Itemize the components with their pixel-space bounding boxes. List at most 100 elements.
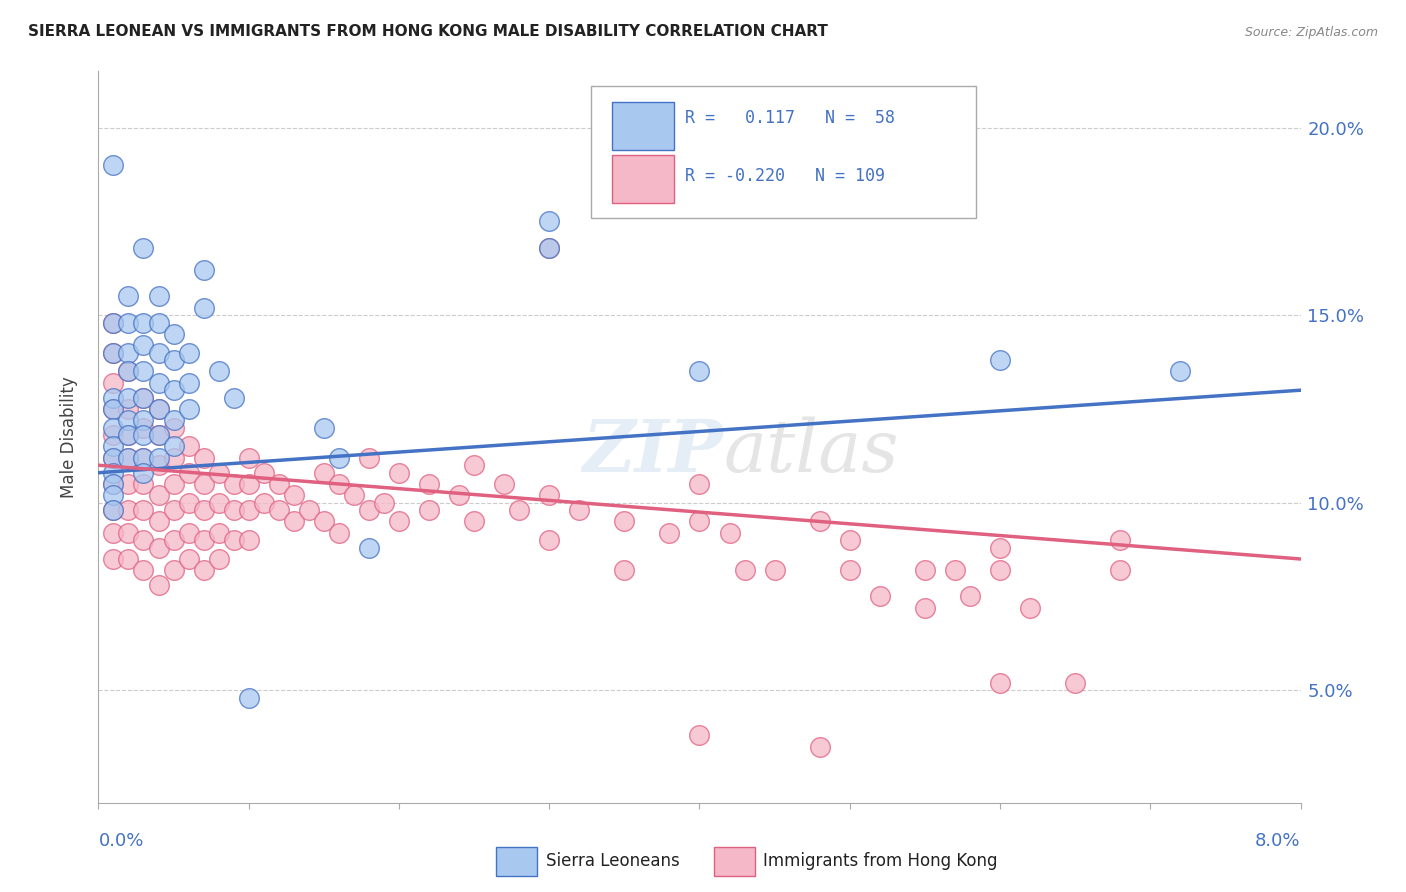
Point bbox=[132, 413, 155, 427]
Point bbox=[132, 316, 155, 330]
Point bbox=[103, 488, 125, 502]
Point bbox=[117, 316, 139, 330]
Point bbox=[103, 450, 125, 465]
Point bbox=[208, 364, 231, 378]
Point bbox=[162, 326, 184, 341]
Point bbox=[132, 364, 155, 378]
Point bbox=[103, 450, 125, 465]
Point bbox=[132, 533, 155, 548]
Point bbox=[238, 503, 260, 517]
Point bbox=[132, 338, 155, 352]
Point bbox=[988, 675, 1011, 690]
Point bbox=[253, 466, 276, 480]
Point bbox=[328, 525, 350, 540]
Point bbox=[343, 488, 366, 502]
Point bbox=[148, 345, 170, 359]
Point bbox=[177, 552, 200, 566]
Point bbox=[208, 496, 231, 510]
Point bbox=[1168, 364, 1191, 378]
Point bbox=[132, 466, 155, 480]
Point bbox=[103, 503, 125, 517]
Point bbox=[117, 345, 139, 359]
Point bbox=[148, 401, 170, 416]
Point bbox=[208, 466, 231, 480]
Point bbox=[148, 316, 170, 330]
Text: 0.0%: 0.0% bbox=[98, 831, 143, 849]
Point bbox=[148, 450, 170, 465]
Point bbox=[162, 413, 184, 427]
Point bbox=[418, 477, 440, 491]
Point bbox=[328, 477, 350, 491]
Point bbox=[808, 739, 831, 754]
Point bbox=[328, 450, 350, 465]
FancyBboxPatch shape bbox=[592, 86, 976, 218]
Point bbox=[117, 477, 139, 491]
Point bbox=[162, 477, 184, 491]
Point bbox=[1019, 600, 1042, 615]
Point bbox=[103, 477, 125, 491]
Point bbox=[132, 391, 155, 405]
Point bbox=[613, 515, 636, 529]
Point bbox=[1109, 563, 1132, 577]
Point bbox=[373, 496, 395, 510]
Point bbox=[914, 563, 936, 577]
Point bbox=[193, 263, 215, 277]
Point bbox=[658, 525, 681, 540]
Point bbox=[494, 477, 516, 491]
Point bbox=[193, 301, 215, 315]
Point bbox=[959, 590, 981, 604]
Point bbox=[103, 391, 125, 405]
Point bbox=[103, 316, 125, 330]
Point bbox=[298, 503, 321, 517]
Point bbox=[162, 450, 184, 465]
Point bbox=[508, 503, 530, 517]
Point bbox=[312, 515, 335, 529]
Point bbox=[869, 590, 891, 604]
Point bbox=[283, 488, 305, 502]
Point bbox=[193, 503, 215, 517]
Point bbox=[162, 353, 184, 368]
Point bbox=[222, 477, 245, 491]
Point bbox=[103, 376, 125, 390]
Point bbox=[117, 503, 139, 517]
Point bbox=[117, 364, 139, 378]
Point bbox=[103, 345, 125, 359]
Point bbox=[208, 552, 231, 566]
Point bbox=[162, 440, 184, 454]
Point bbox=[177, 440, 200, 454]
Point bbox=[222, 391, 245, 405]
Point bbox=[117, 413, 139, 427]
Point bbox=[689, 728, 711, 742]
Point bbox=[103, 158, 125, 172]
Point bbox=[148, 376, 170, 390]
Point bbox=[283, 515, 305, 529]
Point bbox=[988, 541, 1011, 555]
Text: Source: ZipAtlas.com: Source: ZipAtlas.com bbox=[1244, 26, 1378, 38]
Point bbox=[689, 515, 711, 529]
Point bbox=[103, 466, 125, 480]
Text: Immigrants from Hong Kong: Immigrants from Hong Kong bbox=[763, 852, 998, 870]
Point bbox=[103, 420, 125, 434]
Point bbox=[103, 503, 125, 517]
Point bbox=[838, 563, 860, 577]
Point bbox=[148, 428, 170, 442]
Point bbox=[613, 563, 636, 577]
Point bbox=[568, 503, 591, 517]
Point bbox=[103, 401, 125, 416]
Point bbox=[988, 563, 1011, 577]
Point bbox=[418, 503, 440, 517]
Point bbox=[463, 515, 485, 529]
Text: atlas: atlas bbox=[724, 417, 898, 487]
Text: R =   0.117   N =  58: R = 0.117 N = 58 bbox=[685, 109, 896, 127]
Point bbox=[117, 450, 139, 465]
Point bbox=[162, 420, 184, 434]
Point bbox=[103, 477, 125, 491]
Point bbox=[132, 428, 155, 442]
Point bbox=[148, 515, 170, 529]
Point bbox=[148, 289, 170, 303]
Point bbox=[148, 541, 170, 555]
Point bbox=[718, 525, 741, 540]
Point bbox=[162, 563, 184, 577]
Point bbox=[538, 241, 561, 255]
Point bbox=[238, 450, 260, 465]
